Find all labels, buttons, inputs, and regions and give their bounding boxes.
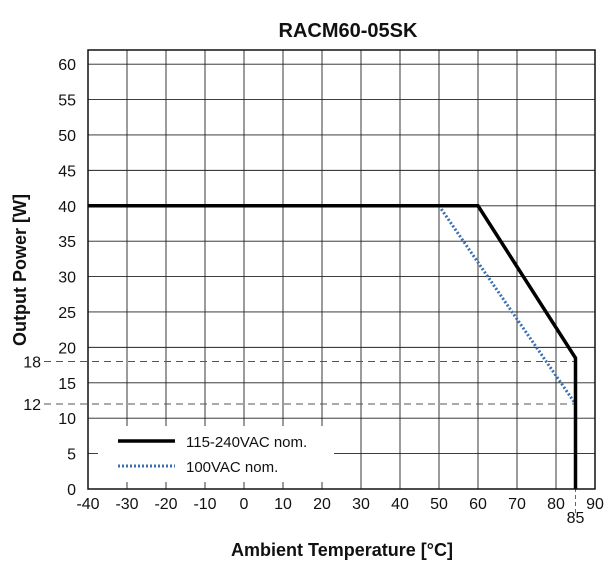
- y-tick-label: 35: [58, 234, 76, 251]
- x-tick-label: 50: [430, 496, 448, 513]
- y-tick-label: 15: [58, 376, 76, 393]
- legend-box: [98, 426, 334, 482]
- legend-label: 115-240VAC nom.: [186, 434, 307, 451]
- y-tick-label: 45: [58, 163, 76, 180]
- x-tick-label: 80: [547, 496, 565, 513]
- x-axis-label: Ambient Temperature [°C]: [231, 540, 453, 560]
- plot-frame: [87, 49, 596, 490]
- y-tick-label: 40: [58, 199, 76, 216]
- y-tick-label: 0: [67, 482, 76, 499]
- x-tick-label: -20: [154, 496, 177, 513]
- y-tick-label: 55: [58, 93, 76, 110]
- x-tick-label: -40: [76, 496, 99, 513]
- chart-title: RACM60-05SK: [279, 20, 418, 42]
- x-tick-label: 10: [274, 496, 292, 513]
- y-tick-label: 10: [58, 411, 76, 428]
- reference-label: 85: [567, 510, 585, 527]
- y-tick-label: 20: [58, 340, 76, 357]
- x-tick-label: 20: [313, 496, 331, 513]
- legend-label: 100VAC nom.: [186, 459, 278, 476]
- y-axis-label: Output Power [W]: [10, 194, 30, 346]
- y-tick-label: 50: [58, 128, 76, 145]
- x-tick-label: 60: [469, 496, 487, 513]
- reference-label: 18: [23, 355, 41, 372]
- x-tick-label: 70: [508, 496, 526, 513]
- series-lines: [88, 204, 578, 489]
- y-tick-label: 60: [58, 57, 76, 74]
- x-tick-label: 90: [586, 496, 604, 513]
- y-tick-labels: 0 5 10 15 20 25 30 35 40 45 50 55 60: [58, 57, 76, 499]
- x-tick-label: -30: [115, 496, 138, 513]
- reference-label: 12: [23, 397, 41, 414]
- x-tick-label: 40: [391, 496, 409, 513]
- y-tick-label: 25: [58, 305, 76, 322]
- reference-labels: 18 12 85: [23, 355, 584, 527]
- legend: 115-240VAC nom. 100VAC nom.: [98, 426, 334, 482]
- y-tick-label: 5: [67, 447, 76, 464]
- reference-lines: [44, 361, 576, 513]
- series-line: [88, 204, 578, 489]
- x-tick-labels: -40 -30 -20 -10 0 10 20 30 40 50 60 70 80 90: [76, 496, 604, 513]
- x-tick-label: 30: [352, 496, 370, 513]
- y-tick-label: 30: [58, 270, 76, 287]
- x-tick-label: -10: [193, 496, 216, 513]
- x-tick-label: 0: [240, 496, 249, 513]
